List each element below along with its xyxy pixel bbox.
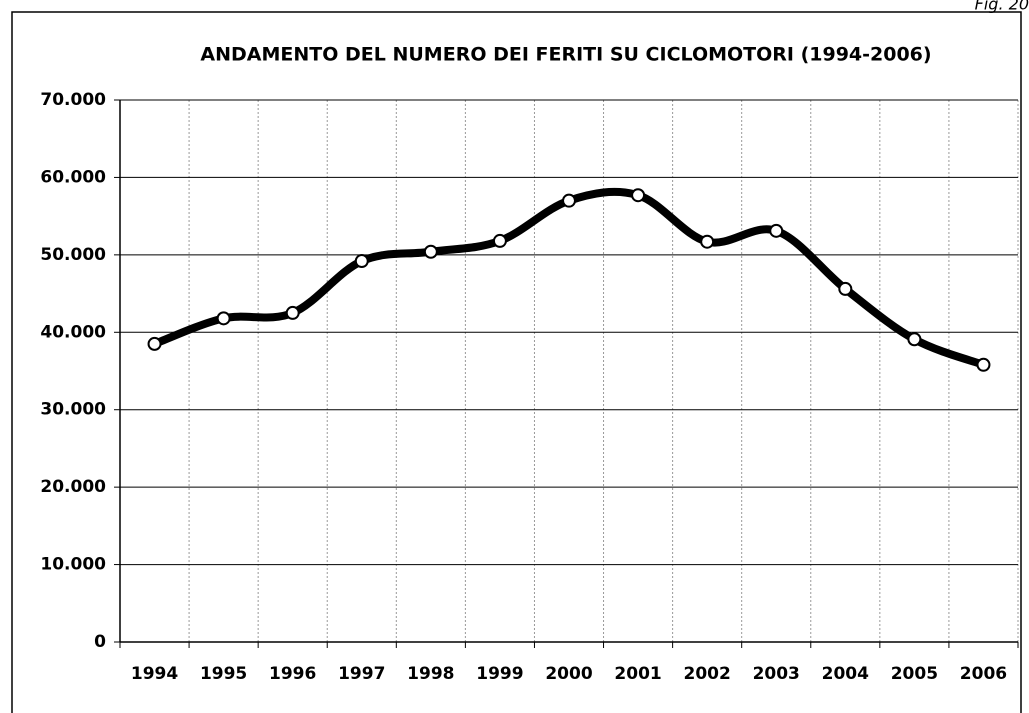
point xyxy=(562,193,576,208)
y-tick-label: 30.000 xyxy=(40,400,106,420)
x-tick-label: 1996 xyxy=(269,664,316,684)
x-tick-label: 1998 xyxy=(407,664,454,684)
point xyxy=(769,223,784,238)
point xyxy=(700,234,715,249)
x-tick-label: 2003 xyxy=(753,664,800,684)
y-tick-label: 70.000 xyxy=(40,90,106,110)
frame xyxy=(11,11,1022,713)
point xyxy=(216,311,231,326)
point xyxy=(147,336,162,351)
point xyxy=(838,281,853,296)
x-tick-label: 2006 xyxy=(960,664,1007,684)
x-tick-label: 2004 xyxy=(822,664,869,684)
point xyxy=(354,254,369,269)
y-tick-label: 60.000 xyxy=(40,167,106,187)
x-tick-label: 2001 xyxy=(614,664,661,684)
point xyxy=(492,233,507,248)
chart-title: ANDAMENTO DEL NUMERO DEI FERITI SU CICLO… xyxy=(200,44,931,66)
series-line xyxy=(153,187,985,369)
y-tick-label: 0 xyxy=(94,632,106,652)
figure-label: Fig. 20 xyxy=(975,0,1029,14)
x-tick-label: 2002 xyxy=(683,664,730,684)
x-tick-label: 1995 xyxy=(200,664,247,684)
point xyxy=(285,305,300,320)
x-tick-label: 1999 xyxy=(476,664,523,684)
x-tick-label: 1997 xyxy=(338,664,385,684)
point xyxy=(423,244,438,259)
y-tick-label: 20.000 xyxy=(40,477,106,497)
y-tick-label: 50.000 xyxy=(40,245,106,265)
point xyxy=(907,332,922,347)
x-tick-label: 2000 xyxy=(545,664,592,684)
point xyxy=(976,357,991,372)
point xyxy=(631,188,646,203)
y-tick-label: 10.000 xyxy=(40,555,106,575)
x-tick-label: 2005 xyxy=(891,664,938,684)
x-tick-label: 1994 xyxy=(131,664,178,684)
y-tick-label: 40.000 xyxy=(40,322,106,342)
